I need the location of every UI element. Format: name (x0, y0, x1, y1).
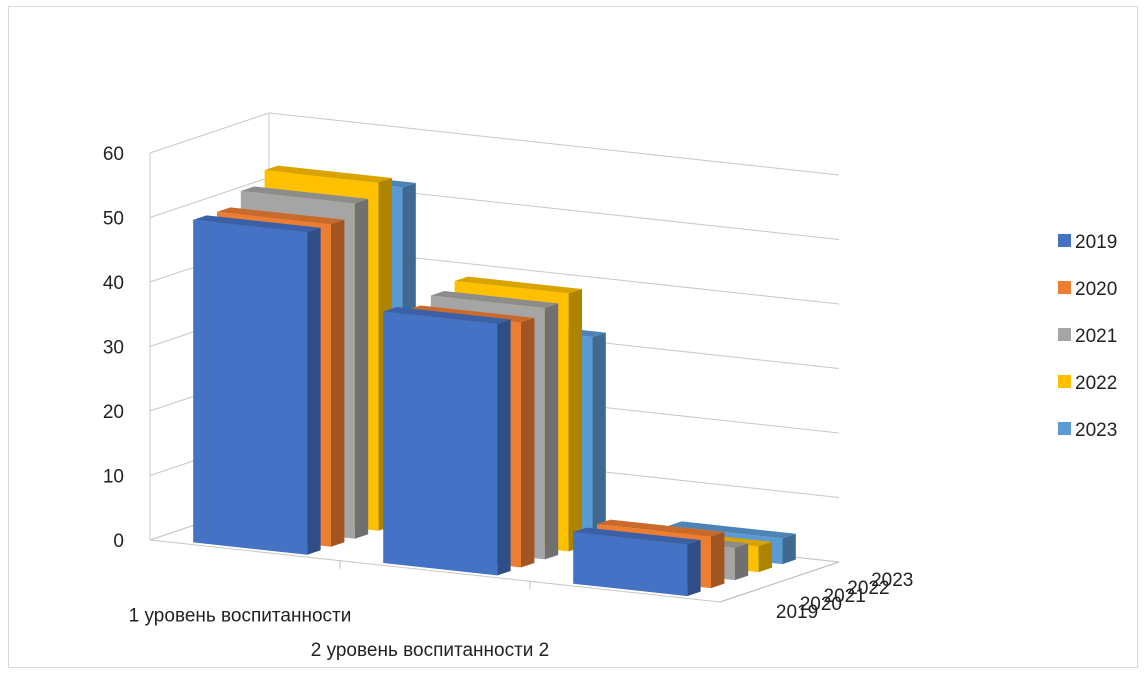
bar-side-face (354, 198, 369, 539)
depth-tick-label: 2021 (824, 586, 866, 607)
y-tick-label: 40 (103, 273, 124, 294)
bar-top-face (193, 215, 321, 233)
legend-swatch (1058, 281, 1071, 294)
legend-swatch (1058, 422, 1071, 435)
gridline (149, 112, 840, 176)
x-tick-label: 1 уровень воспитанности (129, 605, 352, 626)
bar-top-face (240, 186, 369, 204)
bar-side-face (734, 543, 749, 581)
bar (573, 527, 701, 597)
bar-side-face (568, 289, 582, 552)
legend-swatch (1058, 234, 1071, 247)
bar-side-face (307, 227, 321, 555)
legend-swatch (1058, 375, 1071, 388)
bar-side-face (544, 303, 559, 560)
legend-label: 2023 (1075, 420, 1117, 441)
bar-side-face (711, 532, 725, 589)
legend-label: 2021 (1075, 326, 1117, 347)
bar-chart-3d: 0 10 20 30 40 50 60 1 уровень воспитанности 2 у… (103, 112, 1117, 661)
bar-top-face (573, 527, 701, 545)
x-axis-ticks: 1 уровень воспитанности 2 уровень воспита… (129, 560, 550, 661)
bar-front-face (383, 311, 498, 576)
depth-tick-label: 2020 (800, 594, 842, 615)
legend-label: 2020 (1075, 279, 1117, 300)
y-tick-label: 0 (113, 531, 124, 552)
bar-top-face (217, 207, 345, 225)
chart-frame: 0 10 20 30 40 50 60 1 уровень воспитанности 2 у… (8, 6, 1138, 668)
bar-side-face (758, 541, 772, 573)
bar-side-face (782, 533, 796, 565)
bar-top-face (407, 305, 535, 323)
legend-swatch (1058, 328, 1071, 341)
legend-label: 2019 (1075, 232, 1117, 253)
y-tick-label: 20 (103, 402, 124, 423)
bar-side-face (521, 317, 535, 568)
legend-label: 2022 (1075, 373, 1117, 394)
depth-axis-line (719, 561, 840, 603)
y-tick-label: 30 (103, 338, 124, 359)
bar-top-face (430, 291, 559, 308)
bar-top-face (668, 521, 796, 539)
bar-side-face (331, 219, 345, 547)
bar-front-face (193, 219, 308, 555)
bar-top-face (454, 276, 582, 294)
y-tick-label: 60 (103, 144, 124, 165)
bar-side-face (687, 540, 701, 597)
depth-tick-label: 2022 (847, 578, 889, 599)
bar-top-face (597, 519, 725, 537)
legend: 2019 2020 2021 2022 2023 (1058, 232, 1117, 441)
depth-tick-label: 2023 (871, 570, 913, 591)
bar (383, 307, 511, 576)
bar-top-face (264, 165, 392, 183)
bars (193, 165, 796, 597)
bar-front-face (573, 532, 688, 597)
y-tick-label: 10 (103, 467, 124, 488)
bar (193, 215, 321, 555)
y-axis-ticks: 0 10 20 30 40 50 60 (103, 144, 124, 552)
x-tick-label: 2 уровень воспитанности 2 (311, 640, 550, 661)
y-tick-label: 50 (103, 209, 124, 230)
depth-tick-label: 2019 (776, 602, 818, 623)
bar-top-face (383, 307, 511, 324)
bar-side-face (497, 319, 511, 576)
bar-side-face (592, 332, 606, 544)
